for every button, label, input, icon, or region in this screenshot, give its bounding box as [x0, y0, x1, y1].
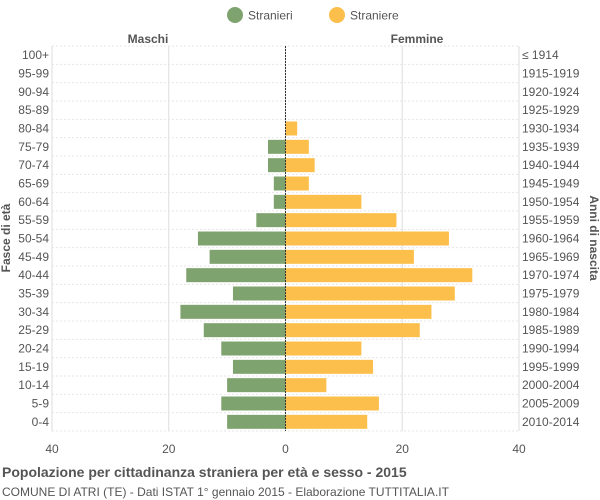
population-pyramid-chart: 40 20 0 20 40 100+ ≤ 1914 95-99 1915-1919 90-94 19…	[0, 7, 600, 456]
bar-female-20-24	[285, 341, 362, 356]
age-band-label: 70-74	[18, 158, 49, 172]
age-band-label: 0-4	[32, 415, 50, 429]
bar-male-0-4	[227, 414, 286, 429]
birth-year-label: 1970-1974	[522, 268, 580, 282]
birth-year-label: 1955-1959	[522, 213, 580, 227]
legend[interactable]: Stranieri Straniere	[227, 7, 399, 23]
birth-year-label: 1940-1944	[522, 158, 580, 172]
bar-male-15-19	[232, 359, 286, 374]
bar-female-75-79	[285, 139, 309, 154]
y-axis-title-left: Fasce di età	[0, 203, 13, 272]
x-tick-label: 40	[512, 442, 526, 456]
birth-year-label: 1930-1934	[522, 122, 580, 136]
bar-female-50-54	[285, 231, 449, 246]
legend-swatch-stranieri[interactable]	[227, 7, 243, 23]
birth-year-label: 1990-1994	[522, 342, 580, 356]
bar-male-5-9	[221, 396, 286, 411]
bar-male-10-14	[227, 378, 286, 393]
birth-year-label: 1965-1969	[522, 250, 580, 264]
age-band-label: 60-64	[18, 195, 49, 209]
birth-year-label: 1920-1924	[522, 85, 580, 99]
birth-year-label: 1915-1919	[522, 67, 580, 81]
bars	[180, 46, 473, 431]
age-band-label: 85-89	[18, 103, 49, 117]
birth-year-label: 2000-2004	[522, 378, 580, 392]
bar-female-30-34	[285, 304, 432, 319]
bar-male-25-29	[203, 323, 286, 338]
age-band-label: 95-99	[18, 67, 49, 81]
x-tick-label: 20	[396, 442, 410, 456]
birth-year-label: 1995-1999	[522, 360, 580, 374]
bar-female-10-14	[285, 378, 327, 393]
birth-year-label: 2010-2014	[522, 415, 580, 429]
bar-male-70-74	[267, 158, 286, 173]
age-band-label: 75-79	[18, 140, 49, 154]
bar-female-0-4	[285, 414, 368, 429]
bar-female-15-19	[285, 359, 374, 374]
age-band-label: 45-49	[18, 250, 49, 264]
bar-male-20-24	[221, 341, 286, 356]
age-band-label: 55-59	[18, 213, 49, 227]
bar-male-50-54	[197, 231, 286, 246]
bar-male-75-79	[267, 139, 286, 154]
x-tick-label: 20	[162, 442, 176, 456]
age-band-label: 80-84	[18, 122, 49, 136]
x-tick-label: 40	[45, 442, 59, 456]
chart-footer-source: COMUNE DI ATRI (TE) - Dati ISTAT 1° genn…	[2, 485, 449, 499]
age-band-label: 5-9	[32, 397, 50, 411]
age-band-label: 50-54	[18, 232, 49, 246]
birth-year-label: 1945-1949	[522, 177, 580, 191]
bar-female-35-39	[285, 286, 455, 301]
age-band-label: 35-39	[18, 287, 49, 301]
bar-male-30-34	[180, 304, 286, 319]
bar-female-25-29	[285, 323, 420, 338]
birth-year-label: 1935-1939	[522, 140, 580, 154]
bar-female-70-74	[285, 158, 315, 173]
age-band-label: 40-44	[18, 268, 49, 282]
right-header: Femmine	[391, 32, 444, 46]
age-band-label: 90-94	[18, 85, 49, 99]
birth-year-label: 1960-1964	[522, 232, 580, 246]
bar-male-40-44	[186, 268, 286, 283]
bar-female-65-69	[285, 176, 309, 191]
bar-male-55-59	[256, 213, 286, 228]
bar-male-60-64	[273, 194, 286, 209]
legend-swatch-straniere[interactable]	[329, 7, 345, 23]
axis-labels: 40 20 0 20 40 100+ ≤ 1914 95-99 1915-1919 90-94 19…	[18, 48, 579, 456]
bar-female-5-9	[285, 396, 379, 411]
x-tick-label: 0	[282, 442, 289, 456]
bar-female-40-44	[285, 268, 473, 283]
age-band-label: 30-34	[18, 305, 49, 319]
birth-year-label: 1950-1954	[522, 195, 580, 209]
age-band-label: 100+	[22, 48, 49, 62]
bar-male-65-69	[273, 176, 286, 191]
age-band-label: 25-29	[18, 323, 49, 337]
birth-year-label: 1925-1929	[522, 103, 580, 117]
age-band-label: 10-14	[18, 378, 49, 392]
bar-male-45-49	[209, 249, 286, 264]
birth-year-label: 1985-1989	[522, 323, 580, 337]
bar-female-45-49	[285, 249, 414, 264]
chart-footer-title: Popolazione per cittadinanza straniera p…	[2, 464, 407, 480]
age-band-label: 65-69	[18, 177, 49, 191]
birth-year-label: 2005-2009	[522, 397, 580, 411]
left-header: Maschi	[128, 32, 169, 46]
bar-female-80-84	[285, 121, 298, 136]
legend-label-straniere[interactable]: Straniere	[350, 9, 399, 23]
birth-year-label: 1975-1979	[522, 287, 580, 301]
bar-female-60-64	[285, 194, 362, 209]
birth-year-label: 1980-1984	[522, 305, 580, 319]
bar-female-55-59	[285, 213, 397, 228]
bar-male-35-39	[232, 286, 286, 301]
legend-label-stranieri[interactable]: Stranieri	[248, 9, 293, 23]
birth-year-label: ≤ 1914	[522, 48, 559, 62]
y-axis-title-right: Anni di nascita	[587, 195, 600, 281]
age-band-label: 15-19	[18, 360, 49, 374]
age-band-label: 20-24	[18, 342, 49, 356]
